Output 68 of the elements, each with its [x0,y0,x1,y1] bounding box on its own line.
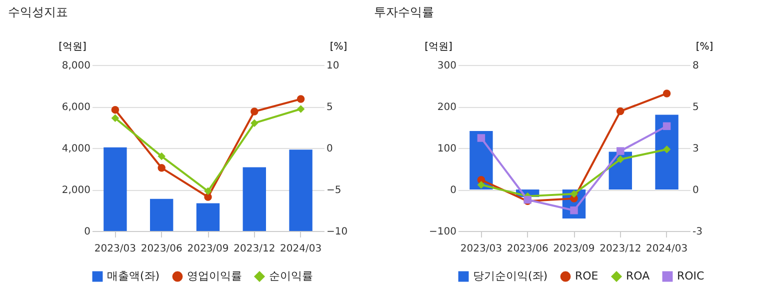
y2-tick-label: 5 [692,102,699,114]
point [250,108,258,116]
point [477,180,486,189]
point [158,164,166,172]
point [570,190,578,198]
y2-tick-label: 0 [692,184,699,196]
point [616,107,624,116]
y-tick-label: 0 [84,226,90,238]
point [477,134,486,142]
x-tick-label: 2023/12 [234,244,276,254]
x-tick-label: 2023/03 [94,244,136,254]
chart-title: 투자수익률 [374,5,434,19]
point [204,187,212,196]
point [616,155,624,164]
x-tick-label: 2023/09 [553,244,595,254]
y2-tick-label: 5 [326,102,333,113]
x-tick-label: 2023/06 [140,244,182,254]
y-axis-title: [억원] [424,42,452,52]
legend-label: 매출액(좌) [107,270,160,283]
bar [655,114,678,190]
point [250,119,258,127]
y-tick-label: 6,000 [62,102,90,113]
y-tick-label: −100 [429,226,456,238]
x-tick-label: 2023/03 [460,244,502,254]
y2-axis-title: [%] [696,42,714,52]
bar [242,167,266,231]
y2-tick-label: 3 [692,143,699,154]
point [158,152,166,160]
y-tick-label: 0 [450,185,456,196]
bar [196,203,220,231]
y2-tick-label: -3 [692,226,702,238]
point [111,114,120,122]
x-tick-label: 2024/03 [646,244,688,254]
y-tick-label: 300 [437,60,456,72]
y2-tick-label: 8 [692,60,699,72]
legend-label: 영업이익률 [187,270,242,283]
bar [289,150,312,231]
point [111,106,120,114]
x-tick-label: 2024/03 [280,244,322,254]
legend-label: ROE [575,270,598,283]
y2-tick-label: 0 [326,144,333,154]
chart-title: 수익성지표 [8,5,68,19]
bar [150,198,174,231]
y2-tick-label: 10 [326,60,340,72]
y-tick-label: 4,000 [62,144,90,154]
x-tick-label: 2023/06 [506,244,548,254]
y-axis-title: [억원] [58,42,86,52]
point [296,95,305,103]
legend-label: ROA [626,270,650,283]
point [616,147,624,155]
point [662,145,671,154]
y-tick-label: 2,000 [62,185,90,196]
y-tick-label: 8,000 [62,60,90,72]
y2-tick-label: −10 [326,226,348,238]
x-tick-label: 2023/09 [187,244,229,254]
point [662,122,671,130]
point [296,105,305,113]
legend-label: 당기순이익(좌) [473,270,548,283]
point [662,90,671,98]
y2-axis-title: [%] [330,42,348,52]
bar [104,147,127,231]
legend-label: ROIC [677,270,705,283]
y-tick-label: 200 [437,102,456,113]
point [570,206,578,214]
y-tick-label: 100 [437,144,456,154]
x-tick-label: 2023/12 [600,244,642,254]
y2-tick-label: −5 [326,185,342,196]
legend-label: 순이익률 [269,270,313,283]
